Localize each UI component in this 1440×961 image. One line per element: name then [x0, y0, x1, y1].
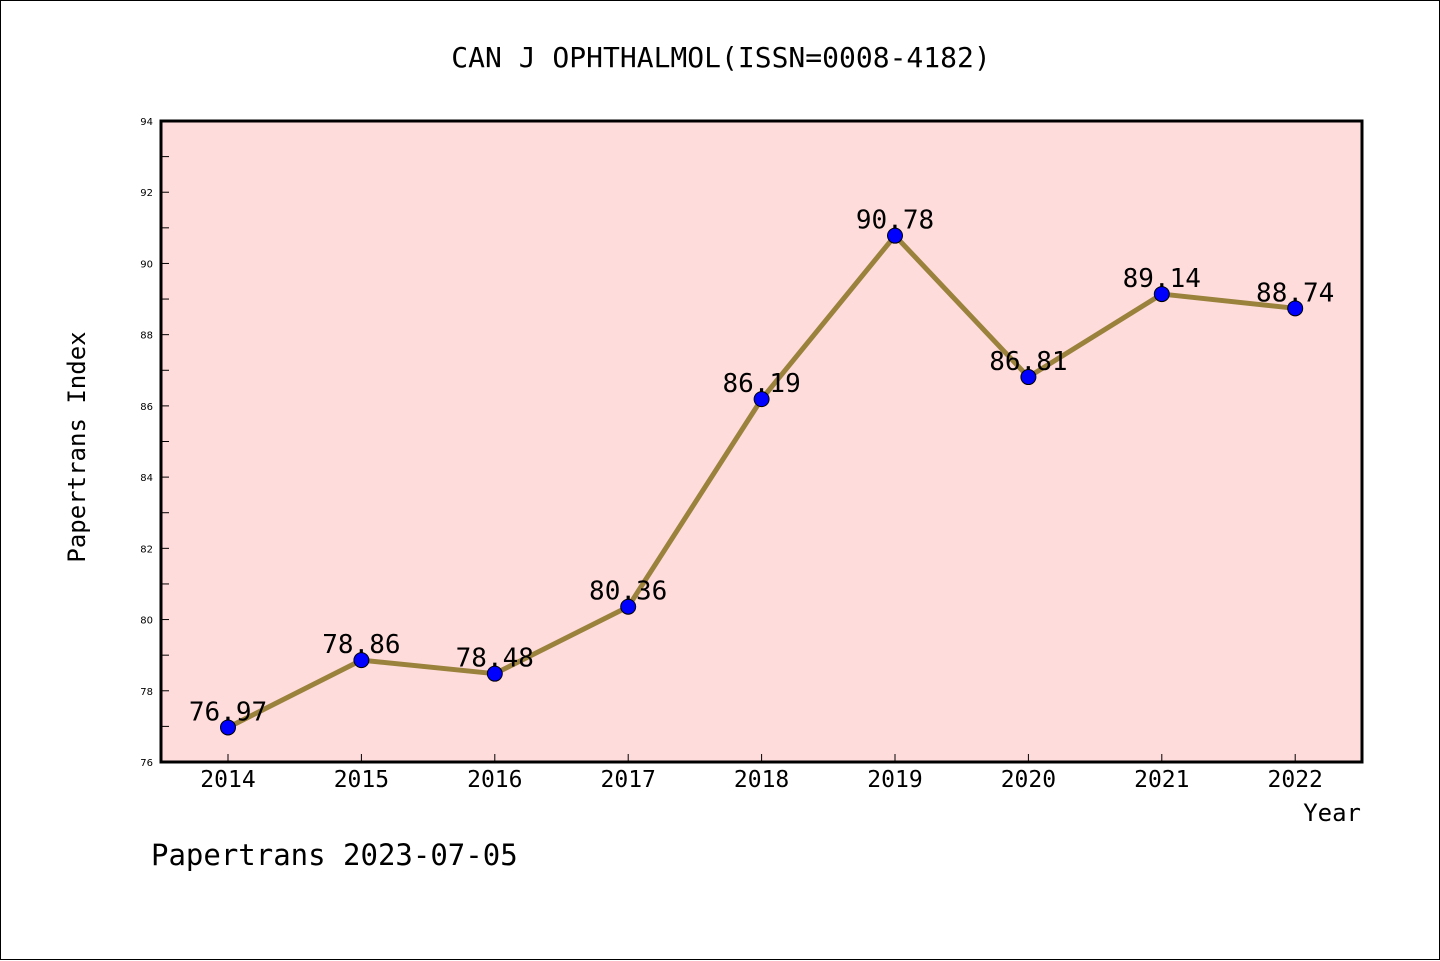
x-tick-label: 2020: [1001, 767, 1056, 793]
y-tick-label: 86: [140, 402, 153, 413]
data-point-marker: [1287, 300, 1304, 317]
x-tick-label: 2015: [334, 767, 389, 793]
data-point-label: 76.97: [189, 697, 267, 727]
x-axis: 2014 2015 2016 2017 2018 2019 2020 2021 2022: [200, 754, 1323, 793]
y-axis-label: Papertrans Index: [63, 331, 91, 562]
x-tick-label: 2017: [601, 767, 656, 793]
data-point-marker: [887, 227, 903, 244]
y-tick-label: 76: [140, 758, 153, 769]
data-point-marker: [1020, 369, 1037, 386]
data-point-marker: [353, 652, 370, 669]
y-tick-label: 88: [140, 331, 153, 342]
y-tick-label: 90: [140, 259, 153, 270]
x-tick-label: 2021: [1134, 767, 1189, 793]
data-point-label: 88.74: [1256, 278, 1334, 308]
series-markers: [220, 227, 1304, 736]
data-point-label: 89.14: [1123, 264, 1201, 294]
data-point-label: 78.86: [322, 630, 400, 660]
data-point-marker: [620, 598, 637, 615]
data-labels: 76.97 78.86 78.48 80.36 86.19 90.78 86.81 89.14…: [189, 206, 1334, 728]
data-point-label: 86.19: [722, 369, 800, 399]
data-point-marker: [1153, 286, 1170, 303]
data-point-marker: [753, 391, 770, 408]
data-point-label: 80.36: [589, 577, 667, 607]
y-tick-label: 84: [140, 473, 153, 484]
y-tick-label: 80: [140, 616, 153, 627]
plot-area: [159, 119, 1364, 764]
y-tick-label: 92: [140, 188, 153, 199]
x-tick-label: 2016: [467, 767, 522, 793]
chart-title: CAN J OPHTHALMOL(ISSN=0008-4182): [451, 41, 990, 74]
y-axis: 76 78 80 82 84 86 88 90 92 94: [140, 117, 169, 769]
y-tick-label: 82: [140, 544, 153, 555]
data-point-label: 90.78: [856, 206, 934, 236]
x-tick-label: 2018: [734, 767, 789, 793]
x-axis-label: Year: [1303, 799, 1361, 827]
data-point-label: 86.81: [989, 347, 1067, 377]
x-tick-label: 2022: [1268, 767, 1323, 793]
x-tick-label: 2019: [867, 767, 922, 793]
data-point-marker: [486, 665, 503, 682]
footer-date-text: Papertrans 2023-07-05: [151, 838, 518, 872]
y-tick-label: 78: [140, 687, 153, 698]
y-tick-label: 94: [140, 117, 153, 128]
x-tick-label: 2014: [200, 767, 255, 793]
data-point-label: 78.48: [456, 644, 534, 674]
data-point-marker: [220, 719, 236, 736]
